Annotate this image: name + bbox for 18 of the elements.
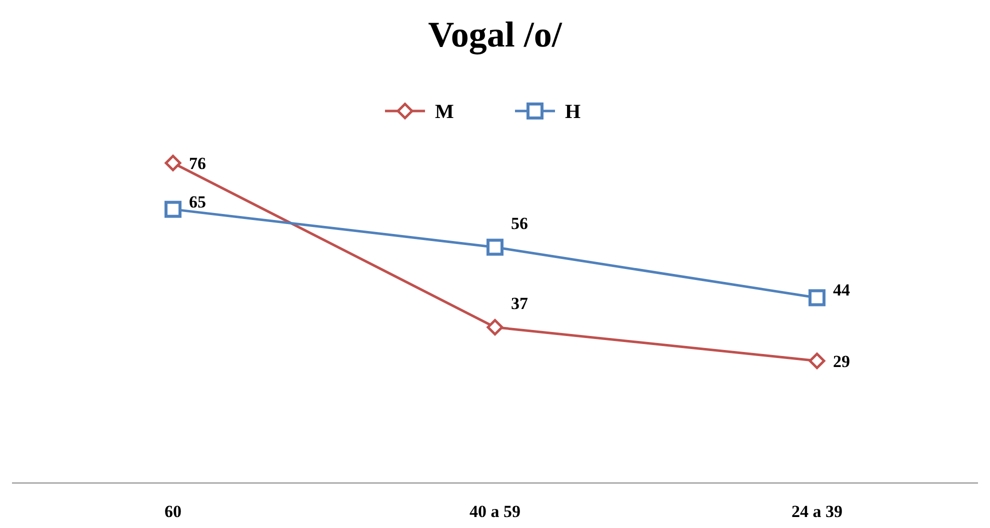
x-tick-label: 24 a 39: [792, 502, 842, 521]
data-label: 44: [833, 280, 850, 300]
point: [164, 154, 182, 172]
data-label: 29: [833, 352, 850, 371]
data-label: 76: [189, 154, 206, 173]
point: [808, 289, 826, 306]
data-label: 65: [189, 192, 206, 212]
data-label: 37: [511, 294, 528, 314]
x-tick-label: 60: [164, 502, 182, 521]
legend-label: H: [565, 101, 581, 123]
legend-label: M: [435, 101, 454, 123]
point: [486, 318, 504, 336]
data-label: 56: [511, 214, 528, 234]
x-tick-label: 40 a 59: [470, 502, 520, 521]
point: [486, 238, 504, 256]
point: [808, 352, 826, 370]
chart-title: Vogal /o/: [428, 14, 563, 54]
point: [164, 200, 182, 218]
